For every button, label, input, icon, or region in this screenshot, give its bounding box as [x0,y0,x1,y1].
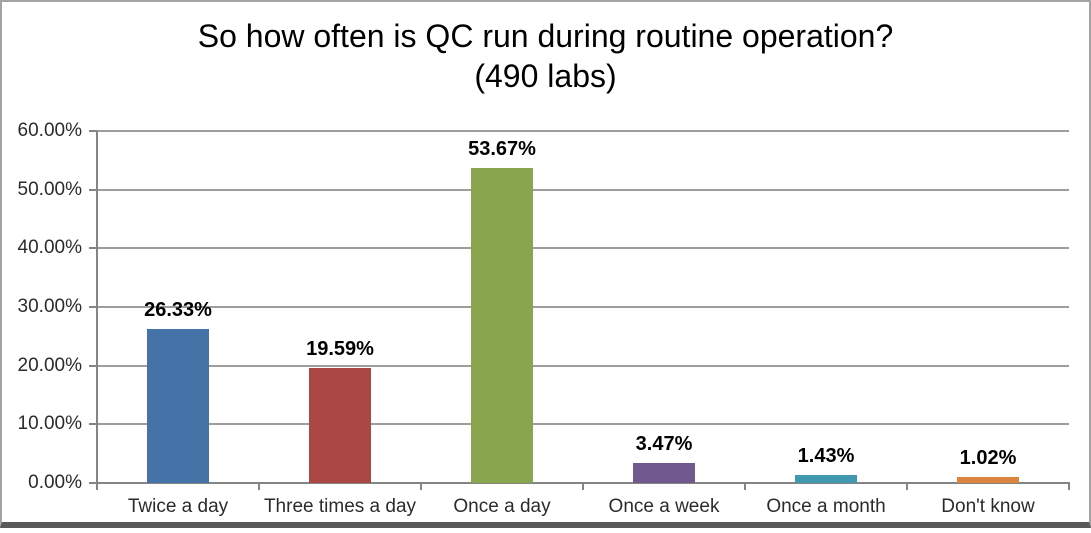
y-axis-label: 30.00% [17,296,82,317]
gridline [97,130,1069,132]
plot-area: 0.00% 10.00% 20.00% 30.00% 40.00% 50.00% 60.00… [2,2,1089,522]
chart-title-line1: So how often is QC run during routine op… [197,18,894,54]
y-axis-label: 40.00% [17,237,82,259]
y-axis-label: 10.00% [17,413,82,435]
category-label-once-a-day: Once a day [453,496,551,517]
category-label-twice-a-day: Twice a day [127,496,229,517]
y-axis-tick [89,482,97,484]
chart-title-line2: (490 labs) [474,58,617,94]
x-axis-tick [258,482,260,490]
bar-three-times-a-day [309,368,371,483]
x-axis-tick [1068,482,1070,490]
x-axis-tick [744,482,746,490]
category-label-don-t-know: Don't know [941,496,1035,517]
data-label-three-times-a-day: 19.59% [306,338,374,361]
x-axis-tick [906,482,908,490]
chart-title: So how often is QC run during routine op… [2,16,1089,96]
category-label-three-times-a-day: Three times a day [263,496,417,517]
category-label-once-a-week: Once a week [608,496,720,517]
data-label-once-a-week: 3.47% [635,432,693,455]
gridline [97,247,1069,250]
gridline [97,306,1069,308]
y-axis-label: 20.00% [17,354,82,376]
y-axis-label: 0.00% [28,472,82,493]
bar-once-a-day [471,168,533,483]
gridline [97,423,1069,426]
y-axis-tick [89,423,97,426]
bar-once-a-week [633,462,695,483]
data-label-twice-a-day: 26.33% [144,298,212,321]
y-axis-line [96,131,98,483]
bar-twice-a-day [147,328,209,483]
x-axis-tick [582,482,584,490]
y-axis-tick [89,364,97,367]
gridline [97,364,1069,367]
bar-don-t-know [957,477,1019,483]
data-label-don-t-know: 1.02% [959,447,1017,470]
data-label-once-a-month: 1.43% [797,444,855,467]
x-axis-tick [420,482,422,490]
y-axis-tick [89,130,97,132]
y-axis-label: 60.00% [17,120,82,141]
data-label-once-a-day: 53.67% [468,138,536,161]
category-label-once-a-month: Once a month [766,496,886,517]
y-axis-tick [89,247,97,250]
x-axis-tick [96,482,98,490]
gridline [97,188,1069,191]
y-axis-tick [89,188,97,191]
bar-once-a-month [795,474,857,483]
y-axis-label: 50.00% [17,178,82,200]
y-axis-tick [89,306,97,308]
